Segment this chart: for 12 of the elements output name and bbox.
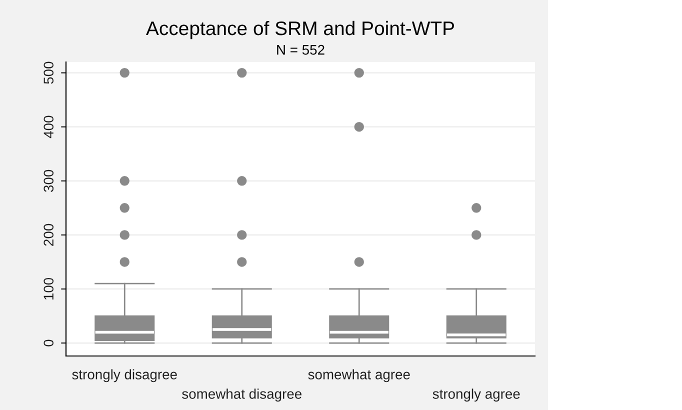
y-tick-label: 0: [44, 340, 54, 346]
x-tick-label: somewhat disagree: [182, 388, 302, 402]
y-tick-label: 100: [44, 278, 54, 300]
x-tick-label: strongly agree: [432, 388, 520, 402]
y-tick-label: 400: [44, 116, 54, 138]
y-tick-label: 500: [44, 62, 54, 84]
x-tick-label: somewhat agree: [308, 369, 410, 382]
chart-title: Acceptance of SRM and Point-WTP: [146, 20, 454, 40]
y-tick-label: 300: [44, 170, 54, 192]
x-tick-label: strongly disagree: [72, 369, 177, 382]
y-tick-label: 200: [44, 224, 54, 246]
chart-subtitle: N = 552: [277, 44, 324, 55]
